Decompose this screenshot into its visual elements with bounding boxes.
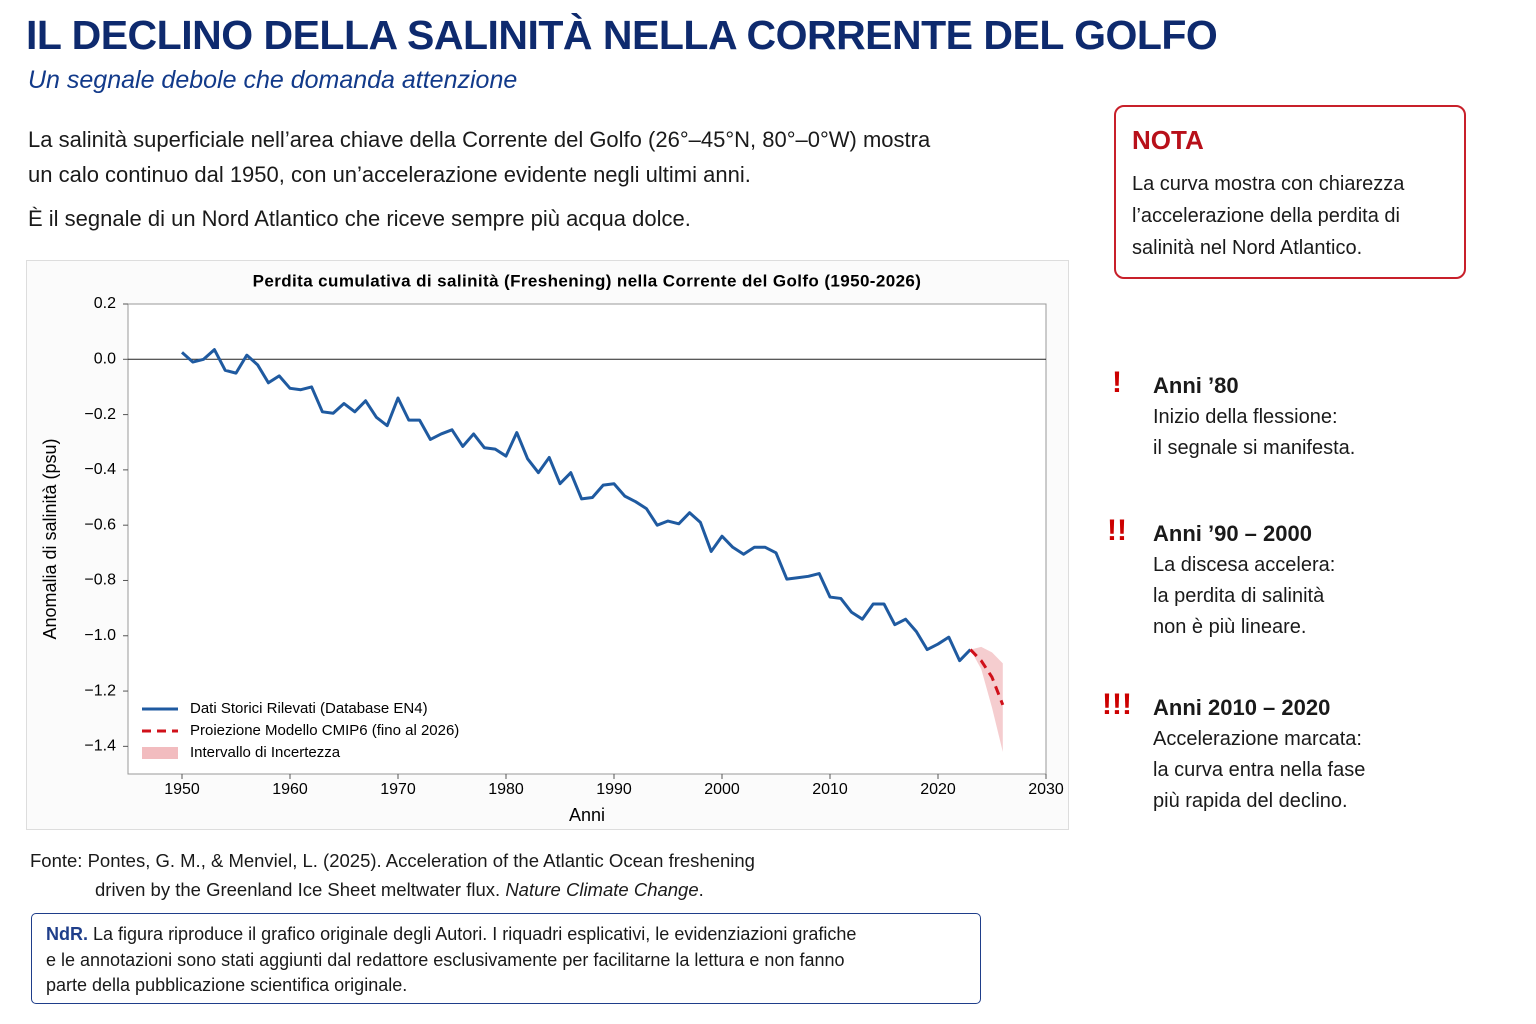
annotation-line: Inizio della flessione: [1153, 406, 1338, 428]
legend-swatch [142, 747, 178, 759]
x-tick-label: 2010 [812, 781, 848, 798]
series-line [969, 648, 1005, 706]
annotation-line: la curva entra nella fase [1153, 759, 1366, 781]
y-tick-label: −0.2 [84, 406, 116, 423]
x-axis-label: Anni [569, 805, 605, 825]
x-tick-label: 2000 [704, 781, 740, 798]
y-tick-label: 0.2 [94, 295, 116, 312]
y-tick-label: −1.2 [84, 682, 116, 699]
editor-note-line: parte della pubblicazione scientifica or… [46, 975, 408, 995]
intro-line: un calo continuo dal 1950, con un’accele… [28, 162, 751, 187]
annotation-line: il segnale si manifesta. [1153, 437, 1356, 459]
intro-line: È il segnale di un Nord Atlantico che ri… [28, 206, 691, 231]
intro-line: La salinità superficiale nell’area chiav… [28, 127, 931, 152]
annotation-line: Accelerazione marcata: [1153, 728, 1362, 750]
editor-note-line: La figura riproduce il grafico originale… [93, 924, 857, 944]
subtitle: Un segnale debole che domanda attenzione [28, 66, 518, 94]
x-tick-label: 1950 [164, 781, 200, 798]
page-title: IL DECLINO DELLA SALINITÀ NELLA CORRENTE… [26, 12, 1218, 58]
legend-label: Dati Storici Rilevati (Database EN4) [190, 700, 428, 717]
source-text: driven by the Greenland Ice Sheet meltwa… [95, 879, 501, 900]
annotation-line: La discesa accelera: [1153, 554, 1336, 576]
source-label: Fonte: [30, 850, 83, 871]
x-tick-label: 1980 [488, 781, 524, 798]
x-tick-label: 1960 [272, 781, 308, 798]
annotation-title: Anni ’90 – 2000 [1153, 521, 1312, 546]
annotation: ! Anni ’80 Inizio della flessione: il segna… [1100, 366, 1520, 464]
annotation: !!! Anni 2010 – 2020 Accelerazione marcata… [1100, 688, 1520, 817]
source-text: Pontes, G. M., & Menviel, L. (2025). Acc… [87, 850, 755, 871]
note-box: NOTA La curva mostra con chiarezza l’acc… [1114, 105, 1466, 279]
note-line: La curva mostra con chiarezza [1132, 173, 1405, 195]
y-axis-label: Anomalia di salinità (psu) [40, 438, 60, 639]
legend-label: Intervallo di Incertezza [190, 744, 341, 761]
note-line: l’accelerazione della perdita di [1132, 205, 1400, 227]
intro: La salinità superficiale nell’area chiav… [28, 122, 930, 236]
y-tick-label: −1.0 [84, 627, 116, 644]
source-journal: Nature Climate Change [505, 879, 699, 900]
y-tick-label: −0.4 [84, 461, 116, 478]
editor-note-label: NdR. [46, 924, 88, 944]
note-line: salinità nel Nord Atlantico. [1132, 237, 1363, 259]
chart-title: Perdita cumulativa di salinità (Fresheni… [253, 271, 922, 290]
editor-note-line: e le annotazioni sono stati aggiunti dal… [46, 949, 845, 970]
legend-label: Proiezione Modello CMIP6 (fino al 2026) [190, 722, 459, 739]
annotation-title: Anni ’80 [1153, 373, 1239, 398]
annotation-marker: !!! [1102, 688, 1132, 721]
x-tick-label: 1990 [596, 781, 632, 798]
series-line [180, 348, 972, 663]
y-tick-label: −0.8 [84, 572, 116, 589]
annotation-line: non è più lineare. [1153, 616, 1307, 638]
y-tick-label: −0.6 [84, 516, 116, 533]
annotation: !! Anni ’90 – 2000 La discesa accelera: la … [1100, 514, 1520, 643]
note-title: NOTA [1132, 125, 1204, 155]
annotation-marker: ! [1112, 366, 1122, 399]
source: Fonte: Pontes, G. M., & Menviel, L. (202… [30, 846, 755, 904]
annotation-line: la perdita di salinità [1153, 585, 1325, 607]
annotation-line: più rapida del declino. [1153, 790, 1348, 812]
annotation-marker: !! [1107, 514, 1127, 547]
uncertainty-band [970, 646, 1003, 752]
source-text: . [698, 879, 704, 900]
y-tick-label: −1.4 [84, 738, 116, 755]
x-tick-label: 2020 [920, 781, 956, 798]
annotation-title: Anni 2010 – 2020 [1153, 695, 1331, 720]
chart: Perdita cumulativa di salinità (Fresheni… [40, 271, 1064, 825]
y-tick-label: 0.0 [94, 351, 116, 368]
plot-area [127, 303, 1047, 775]
editor-note: NdR. La figura riproduce il grafico orig… [31, 913, 981, 1004]
x-tick-label: 1970 [380, 781, 416, 798]
x-tick-label: 2030 [1028, 781, 1064, 798]
chart-panel: Perdita cumulativa di salinità (Fresheni… [26, 260, 1069, 830]
